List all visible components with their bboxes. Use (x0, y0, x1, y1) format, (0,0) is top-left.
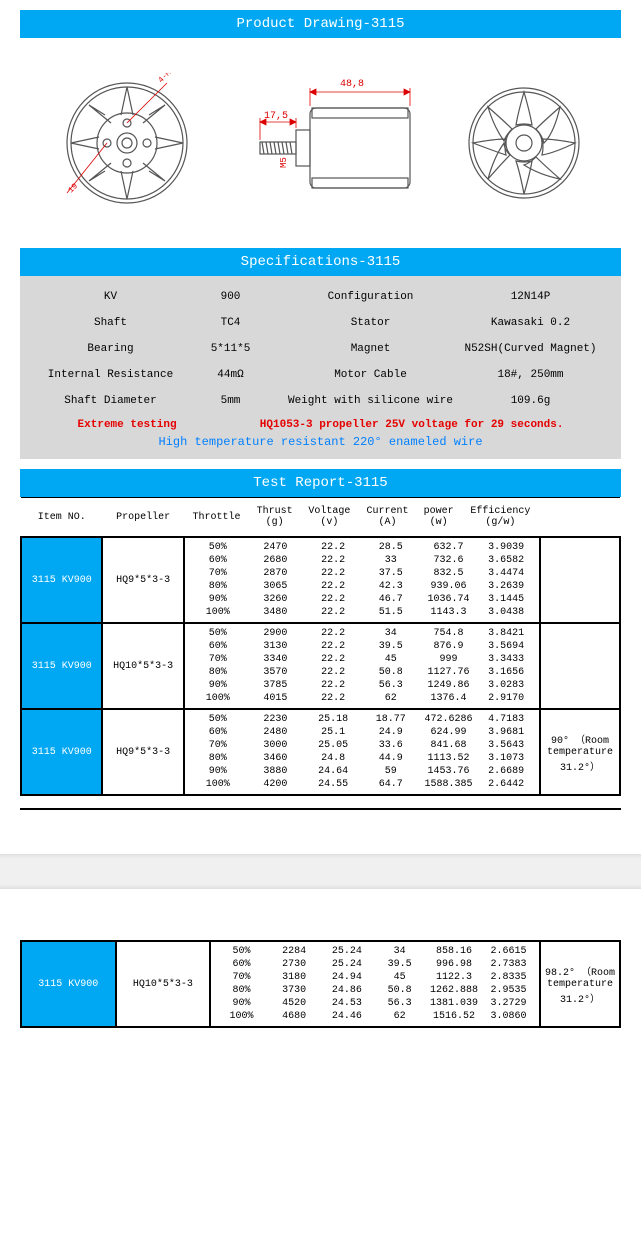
extreme-label: Extreme testing (78, 419, 177, 431)
note-cell (540, 537, 620, 623)
data-block: 50%290022.234754.83.842160%313022.239.58… (184, 623, 540, 709)
table-row: 50%247022.228.5632.73.9039 (189, 541, 535, 554)
report-tbody-extra: 3115 KV900HQ10*5*3-350%228425.2434858.16… (21, 941, 620, 1027)
col-2: Throttle (184, 498, 249, 538)
propeller-cell: HQ10*5*3-3 (116, 941, 211, 1027)
table-row: 90%378522.256.31249.863.0283 (189, 679, 535, 692)
spec-v1-3: 44mΩ (181, 369, 281, 381)
table-row: 90%452024.5356.31381.0393.2729 (215, 997, 535, 1010)
table-row: 100%420024.5564.71588.3852.6442 (189, 778, 535, 791)
spec-v2-0: 12N14P (461, 291, 601, 303)
table-row: 60%313022.239.5876.93.5694 (189, 640, 535, 653)
table-row: 70%300025.0533.6841.683.5643 (189, 739, 535, 752)
report-table: Item NO.PropellerThrottleThrust(g)Voltag… (20, 497, 621, 796)
spacer-line (20, 808, 621, 810)
col-6: power(w) (417, 498, 461, 538)
table-row: 80%346024.844.91113.523.1073 (189, 752, 535, 765)
spec-l2-4: Weight with silicone wire (281, 395, 461, 407)
item-cell: 3115 KV900 (21, 623, 102, 709)
spec-l2-2: Magnet (281, 343, 461, 355)
table-row: 60%268022.233732.63.6582 (189, 554, 535, 567)
table-row: 90%388024.64591453.762.6689 (189, 765, 535, 778)
spec-l2-3: Motor Cable (281, 369, 461, 381)
label-19: 19 (67, 182, 80, 195)
col-5: Current(A) (358, 498, 416, 538)
propeller-cell: HQ10*5*3-3 (102, 623, 183, 709)
table-row: 100%348022.251.51143.33.0438 (189, 606, 535, 619)
table-row: 50%290022.234754.83.8421 (189, 627, 535, 640)
header-report: Test Report-3115 (20, 469, 621, 497)
spec-v1-1: TC4 (181, 317, 281, 329)
note-cell: 98.2° （Roomtemperature31.2°） (540, 941, 620, 1027)
spec-l2-1: Stator (281, 317, 461, 329)
table-row: 100%468024.46621516.523.0860 (215, 1010, 535, 1023)
spec-v1-2: 5*11*5 (181, 343, 281, 355)
item-cell: 3115 KV900 (21, 537, 102, 623)
col-0: Item NO. (21, 498, 102, 538)
spec-l1-1: Shaft (41, 317, 181, 329)
report-table-extra: 3115 KV900HQ10*5*3-350%228425.2434858.16… (20, 940, 621, 1028)
spec-v1-4: 5mm (181, 395, 281, 407)
table-row: 90%326022.246.71036.743.1445 (189, 593, 535, 606)
extreme-note: HQ1053-3 propeller 25V voltage for 29 se… (260, 419, 564, 431)
table-row: 80%306522.242.3939.063.2639 (189, 580, 535, 593)
data-block: 50%223025.1818.77472.62864.718360%248025… (184, 709, 540, 795)
table-row: 80%357022.250.81127.763.1656 (189, 666, 535, 679)
table-row: 70%334022.2459993.3433 (189, 653, 535, 666)
motor-front-view: 4-M3 19 (57, 73, 197, 213)
spec-v2-2: N52SH(Curved Magnet) (461, 343, 601, 355)
table-row: 100%401522.2621376.42.9170 (189, 692, 535, 705)
report-tbody: 3115 KV900HQ9*5*3-350%247022.228.5632.73… (21, 537, 620, 795)
extreme-line: Extreme testing HQ1053-3 propeller 25V v… (30, 419, 611, 431)
data-block: 50%228425.2434858.162.661560%273025.2439… (210, 941, 540, 1027)
table-row: 60%248025.124.9624.993.9681 (189, 726, 535, 739)
col-7: Efficiency(g/w) (461, 498, 540, 538)
page-break (0, 830, 641, 910)
table-row: 50%228425.2434858.162.6615 (215, 945, 535, 958)
spec-l2-0: Configuration (281, 291, 461, 303)
high-temp-line: High temperature resistant 220° enameled… (30, 435, 611, 449)
header-drawing: Product Drawing-3115 (20, 10, 621, 38)
col-1: Propeller (102, 498, 183, 538)
item-cell: 3115 KV900 (21, 941, 116, 1027)
item-cell: 3115 KV900 (21, 709, 102, 795)
table-row: 70%318024.94451122.32.8335 (215, 971, 535, 984)
specs-panel: KV900Configuration12N14P ShaftTC4StatorKa… (20, 276, 621, 459)
spec-l1-0: KV (41, 291, 181, 303)
report-thead: Item NO.PropellerThrottleThrust(g)Voltag… (21, 498, 620, 538)
table-row: 60%273025.2439.5996.982.7383 (215, 958, 535, 971)
data-block: 50%247022.228.5632.73.903960%268022.2337… (184, 537, 540, 623)
spec-v2-4: 109.6g (461, 395, 601, 407)
col-4: Voltage(v) (300, 498, 358, 538)
spec-v2-3: 18#, 250mm (461, 369, 601, 381)
propeller-cell: HQ9*5*3-3 (102, 537, 183, 623)
spec-l1-4: Shaft Diameter (41, 395, 181, 407)
dim-shaft: 17,5 (264, 111, 288, 122)
motor-side-view: 48,8 17,5 M5 (230, 68, 430, 218)
spec-v1-0: 900 (181, 291, 281, 303)
col-3: Thrust(g) (249, 498, 300, 538)
spec-l1-3: Internal Resistance (41, 369, 181, 381)
label-m5: M5 (279, 157, 289, 168)
note-cell (540, 623, 620, 709)
drawing-area: 4-M3 19 48,8 (20, 48, 621, 238)
spec-l1-2: Bearing (41, 343, 181, 355)
note-cell: 90° （Roomtemperature31.2°） (540, 709, 620, 795)
col-8 (540, 498, 620, 538)
table-row: 70%287022.237.5832.53.4474 (189, 567, 535, 580)
spec-v2-1: Kawasaki 0.2 (461, 317, 601, 329)
propeller-cell: HQ9*5*3-3 (102, 709, 183, 795)
motor-top-view (464, 83, 584, 203)
table-row: 80%373024.8650.81262.8882.9535 (215, 984, 535, 997)
dim-width: 48,8 (340, 79, 364, 90)
table-row: 50%223025.1818.77472.62864.7183 (189, 713, 535, 726)
specs-grid: KV900Configuration12N14P ShaftTC4StatorKa… (30, 291, 611, 407)
header-specs: Specifications-3115 (20, 248, 621, 276)
